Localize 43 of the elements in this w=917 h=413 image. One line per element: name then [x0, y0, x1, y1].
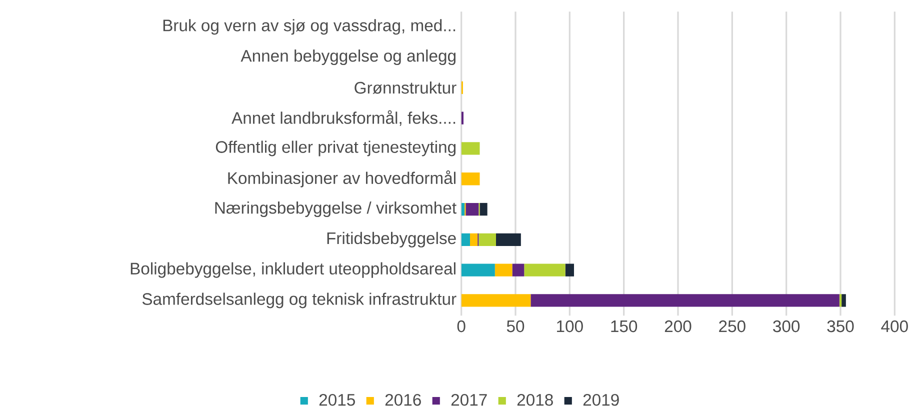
x-tick-label: 300	[773, 320, 800, 332]
x-tick-label: 400	[881, 320, 908, 332]
x-tick-label: 200	[664, 320, 692, 332]
y-tick-label: Annet landbruksformål, feks....	[232, 110, 456, 126]
y-tick-label: Fritidsbebyggelse	[327, 232, 456, 248]
x-tick-label: 100	[557, 320, 583, 332]
bar	[494, 264, 512, 276]
bar	[565, 264, 574, 276]
y-tick-label: Grønnstruktur	[354, 82, 456, 94]
legend-label: 2017	[451, 394, 487, 406]
bar	[461, 264, 495, 276]
legend-label: 2015	[319, 394, 355, 406]
bar	[461, 142, 480, 155]
bar	[530, 294, 840, 307]
y-tick-label: Bruk og vern av sjø og vassdrag, med...	[163, 19, 456, 35]
bar	[470, 233, 478, 246]
y-tick-label: Samferdselsanlegg og teknisk infrastruktur	[142, 292, 456, 308]
x-tick-label: 50	[506, 320, 524, 332]
bar	[478, 233, 496, 246]
bar	[480, 202, 488, 216]
bar	[524, 264, 566, 276]
bar	[461, 112, 464, 124]
bar	[461, 172, 480, 186]
legend-label: 2019	[583, 394, 619, 406]
bar	[461, 233, 470, 246]
y-tick-label: Næringsbebyggelse / virksomhet	[215, 202, 456, 218]
x-tick-label: 350	[827, 320, 854, 332]
bar	[842, 294, 846, 307]
bar	[461, 202, 465, 216]
y-tick-label: Kombinasjoner av hovedformål	[228, 170, 456, 188]
x-tick-label: 150	[611, 320, 638, 332]
legend-label: 2016	[385, 394, 421, 406]
x-tick-label: 250	[719, 320, 746, 332]
y-tick-label: Offentlig eller privat tjenesteyting	[216, 140, 456, 156]
x-tick-label: 0	[457, 320, 466, 332]
bar	[466, 202, 479, 216]
y-tick-label: Annen bebyggelse og anlegg	[240, 50, 456, 66]
y-tick-label: Boligbebyggelse, inkludert uteoppholdsareal	[130, 262, 456, 278]
bar	[512, 264, 524, 276]
bar	[461, 294, 531, 307]
bar	[839, 294, 842, 307]
legend-label: 2018	[517, 394, 553, 406]
bar	[496, 233, 521, 246]
